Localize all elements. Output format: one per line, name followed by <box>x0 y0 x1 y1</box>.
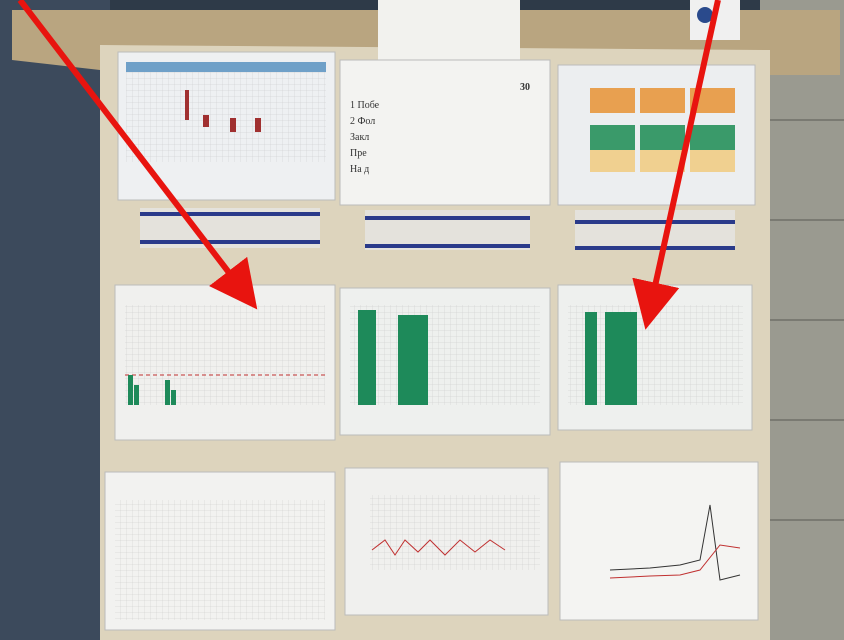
sheet-text <box>340 60 550 205</box>
photo: 1 Побе 2 Фол Закл Пре На д 30 <box>0 0 844 640</box>
text-line: На д <box>350 164 369 175</box>
text-line: 1 Побе <box>350 100 380 111</box>
chart-grid <box>125 305 325 405</box>
diagram-boxes <box>590 88 735 172</box>
table-grid <box>126 62 326 162</box>
note <box>378 0 520 60</box>
text-line: Пре <box>350 148 367 159</box>
label-strips <box>140 208 735 250</box>
chart-grid <box>370 495 540 570</box>
form-grid <box>115 500 325 620</box>
chart-grid <box>350 305 540 405</box>
page: 1 Побе 2 Фол Закл Пре На д 30 (() => { c… <box>0 0 844 640</box>
text-line: 2 Фол <box>350 116 375 127</box>
chart-bars <box>585 312 637 405</box>
sheet-chart <box>560 462 758 620</box>
text-number: 30 <box>520 82 530 93</box>
table-header <box>126 62 326 72</box>
text-line: Закл <box>350 132 369 143</box>
